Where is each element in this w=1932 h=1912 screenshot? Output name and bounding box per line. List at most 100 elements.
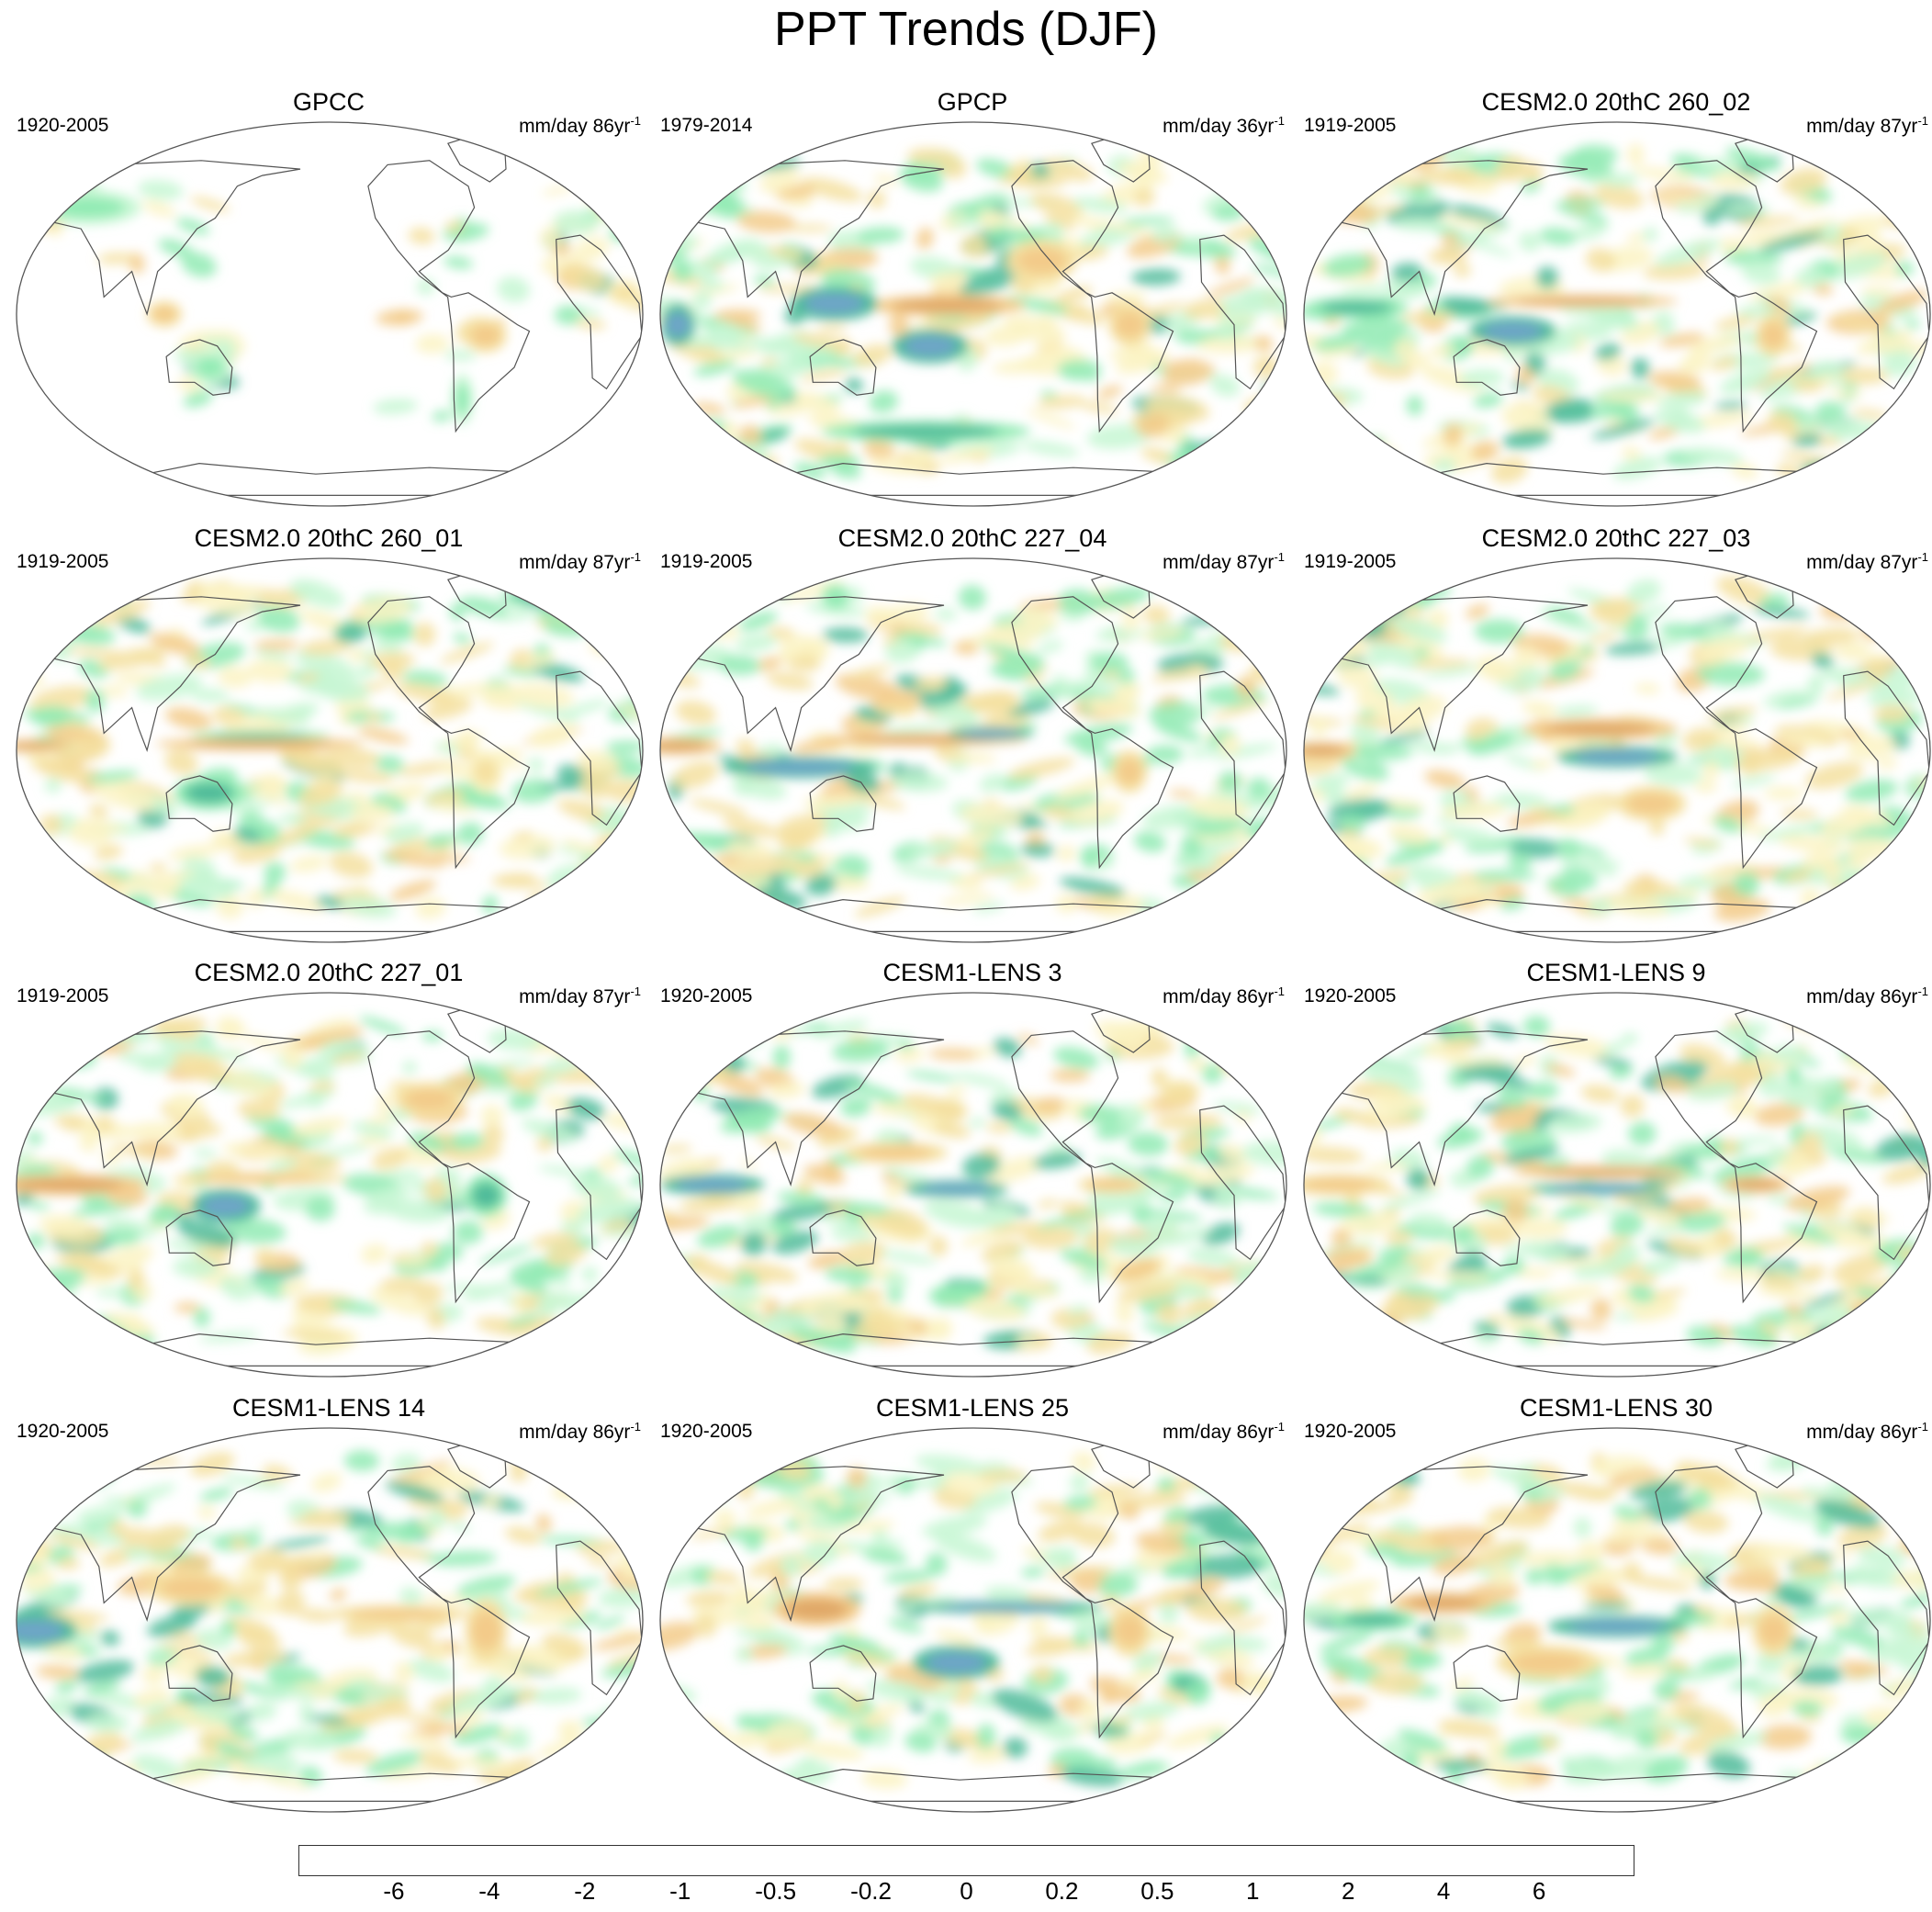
colorbar-tick-label: 2 [1341,1877,1355,1905]
coastline [1655,596,1818,870]
trend-map [659,557,1287,943]
panel-units: mm/day 87yr-1 [1806,550,1928,573]
panel-units: mm/day 86yr-1 [1163,1420,1285,1443]
coastline [809,1209,877,1266]
trend-map [1303,557,1931,943]
map-border [16,992,644,1378]
coastline [1199,670,1286,827]
coastline [34,1030,301,1187]
coastline [809,775,877,832]
coastline [165,775,233,832]
coastline [1321,1466,1589,1622]
panel-units: mm/day 87yr-1 [519,550,641,573]
colorbar-tick-label: -2 [574,1877,596,1905]
coastline [367,1466,531,1739]
panel-units: mm/day 86yr-1 [519,114,641,137]
map-border [1303,557,1931,943]
colorbar-tick-label: 0.5 [1140,1877,1174,1905]
coastline [1321,160,1589,316]
coastline [1453,1645,1521,1702]
coastline [1843,1540,1930,1696]
coastline [678,596,945,752]
map-panel: GPCP 1979-2014 mm/day 36yr-1 [651,87,1294,523]
panel-units: mm/day 87yr-1 [1163,550,1285,573]
coastline [367,160,531,433]
map-panel: CESM2.0 20thC 227_04 1919-2005 mm/day 87yr… [651,523,1294,960]
coastline [556,234,643,390]
coastline [1011,1030,1174,1304]
coastline [1843,670,1930,827]
panel-period: 1920-2005 [660,985,753,1007]
map-border [1303,992,1931,1378]
panel-period: 1920-2005 [1304,1421,1397,1442]
coastline [1011,160,1174,433]
coastline [1655,160,1818,433]
trend-map [16,992,644,1378]
colorbar-tick-label: 1 [1246,1877,1260,1905]
trend-map [1303,1427,1931,1813]
panel-period: 1919-2005 [17,985,109,1007]
panel-units: mm/day 86yr-1 [519,1420,641,1443]
panel-title: CESM2.0 20thC 227_01 [194,959,464,986]
map-border [659,992,1287,1378]
colorbar-tick-label: -6 [383,1877,405,1905]
trend-map [659,992,1287,1378]
coastline [367,1030,531,1304]
map-border [16,1427,644,1813]
coastline [34,1466,301,1622]
trend-map [659,121,1287,507]
figure-title: PPT Trends (DJF) [773,3,1158,56]
colorbar-tick-label: -1 [669,1877,691,1905]
panel-units: mm/day 86yr-1 [1806,1420,1928,1443]
map-border [16,557,644,943]
coastline [165,1645,233,1702]
map-border [659,557,1287,943]
panel-title: GPCP [937,88,1008,116]
coastline [1321,596,1589,752]
coastline [1843,1105,1930,1261]
coastline [678,1466,945,1622]
panel-title: CESM2.0 20thC 227_04 [837,524,1107,552]
colorbar-tick-label: -4 [478,1877,500,1905]
map-panel: CESM2.0 20thC 260_01 1919-2005 mm/day 87yr… [7,523,650,960]
panel-units: mm/day 87yr-1 [1806,114,1928,137]
panel-title: CESM2.0 20thC 227_03 [1481,524,1751,552]
panel-title: CESM1-LENS 30 [1519,1394,1713,1422]
map-border [1303,121,1931,507]
coastline [1199,234,1286,390]
coastline [367,596,531,870]
coastline [556,1105,643,1261]
coastline [165,1209,233,1266]
panel-title: GPCC [292,88,365,116]
coastline [678,160,945,316]
coastline [1453,775,1521,832]
coastline [1011,1466,1174,1739]
coastline [1199,1105,1286,1261]
panel-period: 1919-2005 [660,551,753,572]
panel-title: CESM2.0 20thC 260_01 [194,524,464,552]
map-panel: CESM1-LENS 25 1920-2005 mm/day 86yr-1 [651,1393,1294,1829]
map-border [659,121,1287,507]
coastline [1321,1030,1589,1187]
coastline [1843,234,1930,390]
coastline [678,1030,945,1187]
map-panel: CESM2.0 20thC 260_02 1919-2005 mm/day 87yr… [1295,87,1932,523]
coastline [34,160,301,316]
coastline [556,670,643,827]
coastline [1655,1466,1818,1739]
coastline [34,596,301,752]
coastline [809,339,877,396]
coastline [1011,596,1174,870]
colorbar-tick-label: 4 [1436,1877,1451,1905]
colorbar-tick-label: -0.5 [755,1877,797,1905]
trend-map [16,557,644,943]
trend-map [1303,992,1931,1378]
coastline [556,1540,643,1696]
panel-period: 1920-2005 [1304,985,1397,1007]
panel-units: mm/day 87yr-1 [519,984,641,1007]
panel-title: CESM1-LENS 25 [875,1394,1070,1422]
panel-period: 1920-2005 [17,115,109,136]
map-panel: CESM1-LENS 9 1920-2005 mm/day 86yr-1 [1295,958,1932,1394]
panel-period: 1979-2014 [660,115,753,136]
panel-period: 1920-2005 [17,1421,109,1442]
